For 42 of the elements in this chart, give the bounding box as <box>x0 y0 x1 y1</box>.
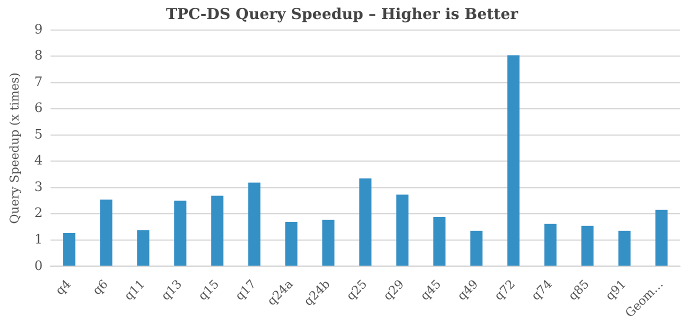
bar <box>322 220 334 266</box>
bar <box>618 230 631 266</box>
bar <box>63 233 76 266</box>
x-tick-label: q45 <box>418 276 444 304</box>
bar <box>396 194 408 266</box>
bar <box>544 224 557 266</box>
bar <box>655 210 668 266</box>
chart-title: TPC-DS Query Speedup – Higher is Better <box>166 4 520 23</box>
bar <box>433 217 446 266</box>
x-tick-label: q29 <box>380 276 407 304</box>
y-tick-label: 2 <box>34 206 43 222</box>
y-axis-title: Query Speedup (x times) <box>7 72 22 224</box>
bar <box>507 55 520 266</box>
y-tick-label: 5 <box>34 127 43 142</box>
bar <box>174 200 186 266</box>
y-tick-label: 9 <box>34 22 43 38</box>
y-tick-label: 4 <box>34 154 43 169</box>
x-tick-label: q11 <box>121 276 148 304</box>
x-tick-label: q49 <box>454 276 481 304</box>
bar <box>137 230 150 266</box>
x-tick-label: q25 <box>344 276 370 304</box>
bar <box>211 196 224 266</box>
x-tick-label: q91 <box>602 276 629 304</box>
bar <box>359 178 372 266</box>
bar <box>581 226 594 266</box>
x-tick-label: q85 <box>566 276 592 304</box>
x-tick-label: q6 <box>90 276 111 298</box>
bar <box>285 222 298 266</box>
x-tick-label: q74 <box>528 276 556 304</box>
bar <box>100 200 112 266</box>
y-tick-label: 6 <box>34 101 43 116</box>
bar <box>248 182 260 266</box>
x-tick-label: q4 <box>52 276 74 298</box>
y-tick-label: 8 <box>34 48 43 64</box>
x-tick-label: q72 <box>492 276 518 304</box>
x-tick-label: q15 <box>195 276 222 304</box>
y-tick-label: 0 <box>34 258 43 274</box>
y-tick-label: 1 <box>34 232 43 248</box>
x-tick-label: q13 <box>158 276 185 304</box>
y-tick-label: 7 <box>34 74 43 90</box>
bar <box>470 230 482 266</box>
y-tick-label: 3 <box>34 180 43 195</box>
